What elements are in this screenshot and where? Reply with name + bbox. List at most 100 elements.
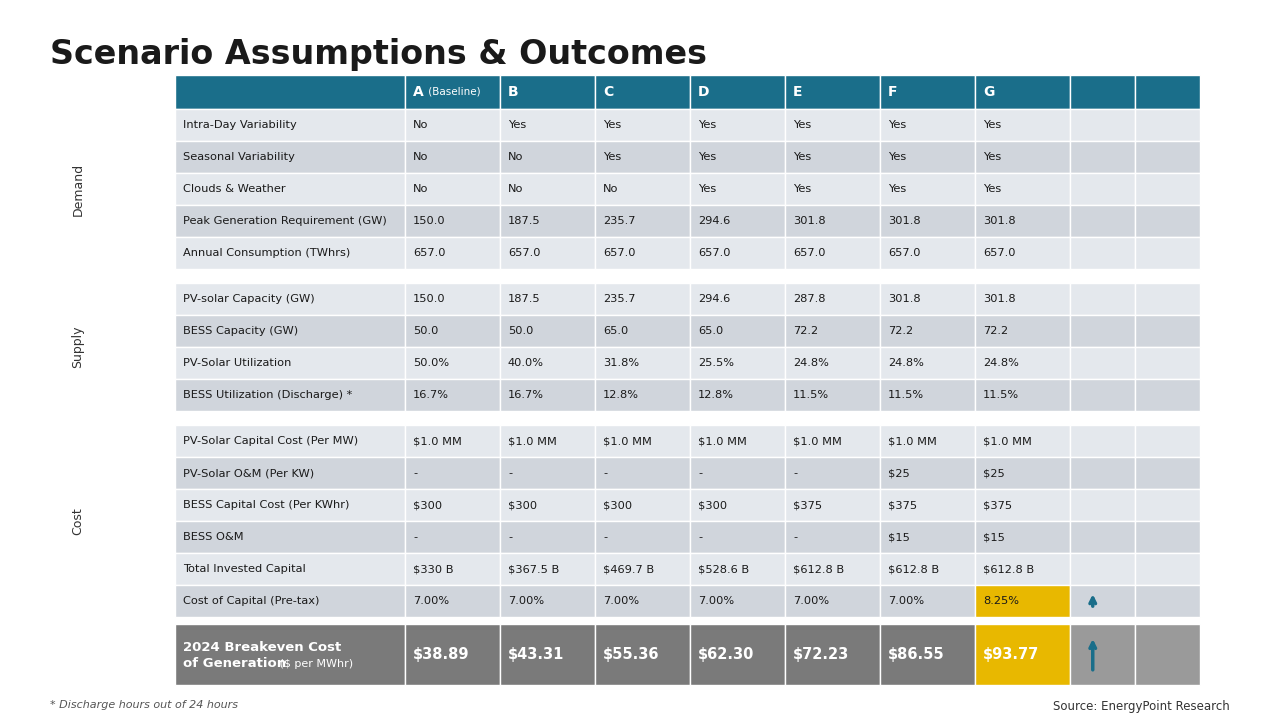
Text: Intra-Day Variability: Intra-Day Variability — [183, 120, 297, 130]
Text: $300: $300 — [413, 500, 442, 510]
Text: 150.0: 150.0 — [413, 294, 445, 304]
Text: No: No — [603, 184, 618, 194]
Bar — [595, 205, 690, 237]
Bar — [1070, 205, 1135, 237]
Text: 7.00%: 7.00% — [603, 596, 639, 606]
Bar — [1135, 489, 1201, 521]
Text: $15: $15 — [983, 532, 1005, 542]
Bar — [785, 489, 881, 521]
Text: $612.8 B: $612.8 B — [794, 564, 844, 574]
Bar — [404, 237, 500, 269]
Bar — [975, 237, 1070, 269]
Text: $72.23: $72.23 — [794, 647, 849, 662]
Text: $375: $375 — [983, 500, 1012, 510]
Bar — [690, 624, 785, 685]
Bar — [881, 489, 975, 521]
Text: $1.0 MM: $1.0 MM — [983, 436, 1032, 446]
Bar — [1135, 173, 1201, 205]
Bar — [690, 75, 785, 109]
Bar — [881, 425, 975, 457]
Bar — [404, 75, 500, 109]
Text: $86.55: $86.55 — [888, 647, 945, 662]
Bar — [881, 624, 975, 685]
Bar — [595, 585, 690, 617]
Bar — [690, 379, 785, 411]
Bar — [975, 521, 1070, 553]
Bar — [690, 283, 785, 315]
Bar — [175, 585, 404, 617]
Text: No: No — [413, 120, 429, 130]
Text: $612.8 B: $612.8 B — [888, 564, 940, 574]
Text: $1.0 MM: $1.0 MM — [603, 436, 652, 446]
Bar — [1070, 585, 1135, 617]
Text: 150.0: 150.0 — [413, 216, 445, 226]
Bar — [1135, 425, 1201, 457]
Bar — [404, 173, 500, 205]
Bar — [785, 109, 881, 141]
Bar — [785, 315, 881, 347]
Bar — [785, 379, 881, 411]
Bar — [1135, 585, 1201, 617]
Text: $375: $375 — [794, 500, 822, 510]
Text: No: No — [413, 152, 429, 162]
Bar — [404, 283, 500, 315]
Bar — [881, 75, 975, 109]
Text: 12.8%: 12.8% — [603, 390, 639, 400]
Text: 187.5: 187.5 — [508, 216, 540, 226]
Text: $1.0 MM: $1.0 MM — [413, 436, 462, 446]
Text: -: - — [413, 468, 417, 478]
Bar — [595, 624, 690, 685]
Text: 40.0%: 40.0% — [508, 358, 544, 368]
Bar — [975, 347, 1070, 379]
Bar — [1135, 141, 1201, 173]
Text: 301.8: 301.8 — [983, 216, 1015, 226]
Bar — [1135, 347, 1201, 379]
Bar — [595, 173, 690, 205]
Text: 24.8%: 24.8% — [794, 358, 829, 368]
Bar — [500, 457, 595, 489]
Text: 7.00%: 7.00% — [794, 596, 829, 606]
Text: 11.5%: 11.5% — [983, 390, 1019, 400]
Bar — [595, 141, 690, 173]
Text: $62.30: $62.30 — [698, 647, 754, 662]
Bar — [690, 585, 785, 617]
Bar — [975, 425, 1070, 457]
Text: 72.2: 72.2 — [888, 326, 913, 336]
Text: B: B — [508, 85, 518, 99]
Text: $93.77: $93.77 — [983, 647, 1039, 662]
Bar — [975, 489, 1070, 521]
Text: 657.0: 657.0 — [508, 248, 540, 258]
Text: Yes: Yes — [983, 120, 1001, 130]
Bar — [595, 237, 690, 269]
Bar — [785, 205, 881, 237]
Bar — [1135, 109, 1201, 141]
Bar — [690, 489, 785, 521]
Bar — [975, 283, 1070, 315]
Bar — [785, 585, 881, 617]
Bar — [881, 205, 975, 237]
Text: Clouds & Weather: Clouds & Weather — [183, 184, 285, 194]
Text: D: D — [698, 85, 709, 99]
Bar — [500, 585, 595, 617]
Text: G: G — [983, 85, 995, 99]
Bar — [175, 141, 404, 173]
Text: No: No — [413, 184, 429, 194]
Bar — [975, 585, 1070, 617]
Text: PV-Solar Utilization: PV-Solar Utilization — [183, 358, 292, 368]
Bar — [595, 315, 690, 347]
Text: 657.0: 657.0 — [698, 248, 731, 258]
Bar — [785, 553, 881, 585]
Bar — [690, 315, 785, 347]
Text: 301.8: 301.8 — [888, 216, 920, 226]
Bar — [175, 425, 404, 457]
Bar — [975, 109, 1070, 141]
Bar — [175, 205, 404, 237]
Bar — [690, 141, 785, 173]
Text: $300: $300 — [508, 500, 538, 510]
Bar — [404, 141, 500, 173]
Bar — [785, 283, 881, 315]
Text: Yes: Yes — [794, 120, 812, 130]
Bar — [1070, 141, 1135, 173]
Bar — [1070, 109, 1135, 141]
Bar — [175, 315, 404, 347]
